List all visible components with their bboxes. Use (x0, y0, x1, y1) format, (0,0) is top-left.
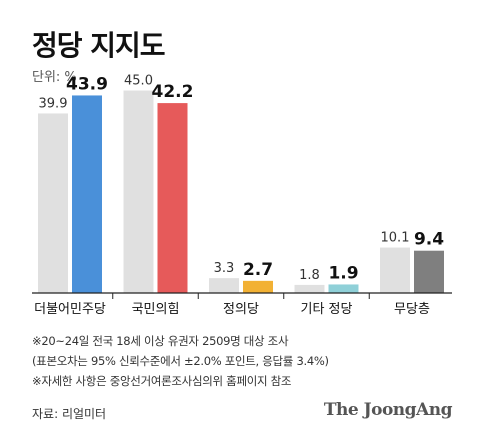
data-label-previous-1: 45.0 (124, 74, 153, 89)
data-label-previous-3: 1.8 (299, 268, 320, 283)
bar-previous-0 (38, 113, 68, 293)
bar-current-4 (414, 250, 444, 293)
bar-chart: 39.9 43.9 더불어민주당 45.042.2 국민의힘 3.3 2.7 정의당 1.8 1.… (32, 74, 452, 317)
note-line-1: ※20~24일 전국 18세 이상 유권자 2509명 대상 조사 (32, 334, 289, 348)
data-label-current-4: 9.4 (414, 230, 444, 250)
data-label-previous-2: 3.3 (214, 261, 235, 276)
bar-previous-4 (380, 247, 410, 293)
category-label-1: 국민의힘 (132, 302, 180, 317)
data-label-current-3: 1.9 (328, 263, 358, 283)
bar-previous-1 (123, 90, 154, 293)
data-label-current-2: 2.7 (243, 260, 273, 280)
survey-notes: ※20~24일 전국 18세 이상 유권자 2509명 대상 조사 (표본오차는… (32, 331, 329, 391)
unit-label: 단위: % (32, 70, 77, 85)
bar-previous-2 (209, 278, 239, 293)
source-label: 자료: 리얼미터 (32, 407, 107, 421)
category-label-2: 정의당 (223, 302, 259, 317)
data-label-current-1: 42.2 (152, 82, 194, 102)
note-line-2: (표본오차는 95% 신뢰수준에서 ±2.0% 포인트, 응답률 3.4%) (32, 354, 329, 368)
data-label-previous-0: 39.9 (39, 96, 68, 111)
bar-previous-3 (294, 284, 325, 293)
bar-current-1 (157, 103, 188, 293)
bar-current-2 (243, 280, 273, 293)
note-line-3: ※자세한 사항은 중앙선거여론조사심의위 홈페이지 참조 (32, 374, 292, 388)
category-label-4: 무당층 (394, 302, 430, 317)
data-label-previous-4: 10.1 (381, 231, 410, 246)
chart-title: 정당 지지도 (32, 29, 166, 62)
category-label-3: 기타 정당 (301, 302, 353, 317)
bar-current-3 (328, 284, 359, 293)
bar-current-0 (72, 95, 102, 293)
category-label-0: 더불어민주당 (34, 302, 106, 317)
data-label-current-0: 43.9 (66, 74, 108, 94)
brand-logo: The JoongAng (323, 400, 453, 420)
